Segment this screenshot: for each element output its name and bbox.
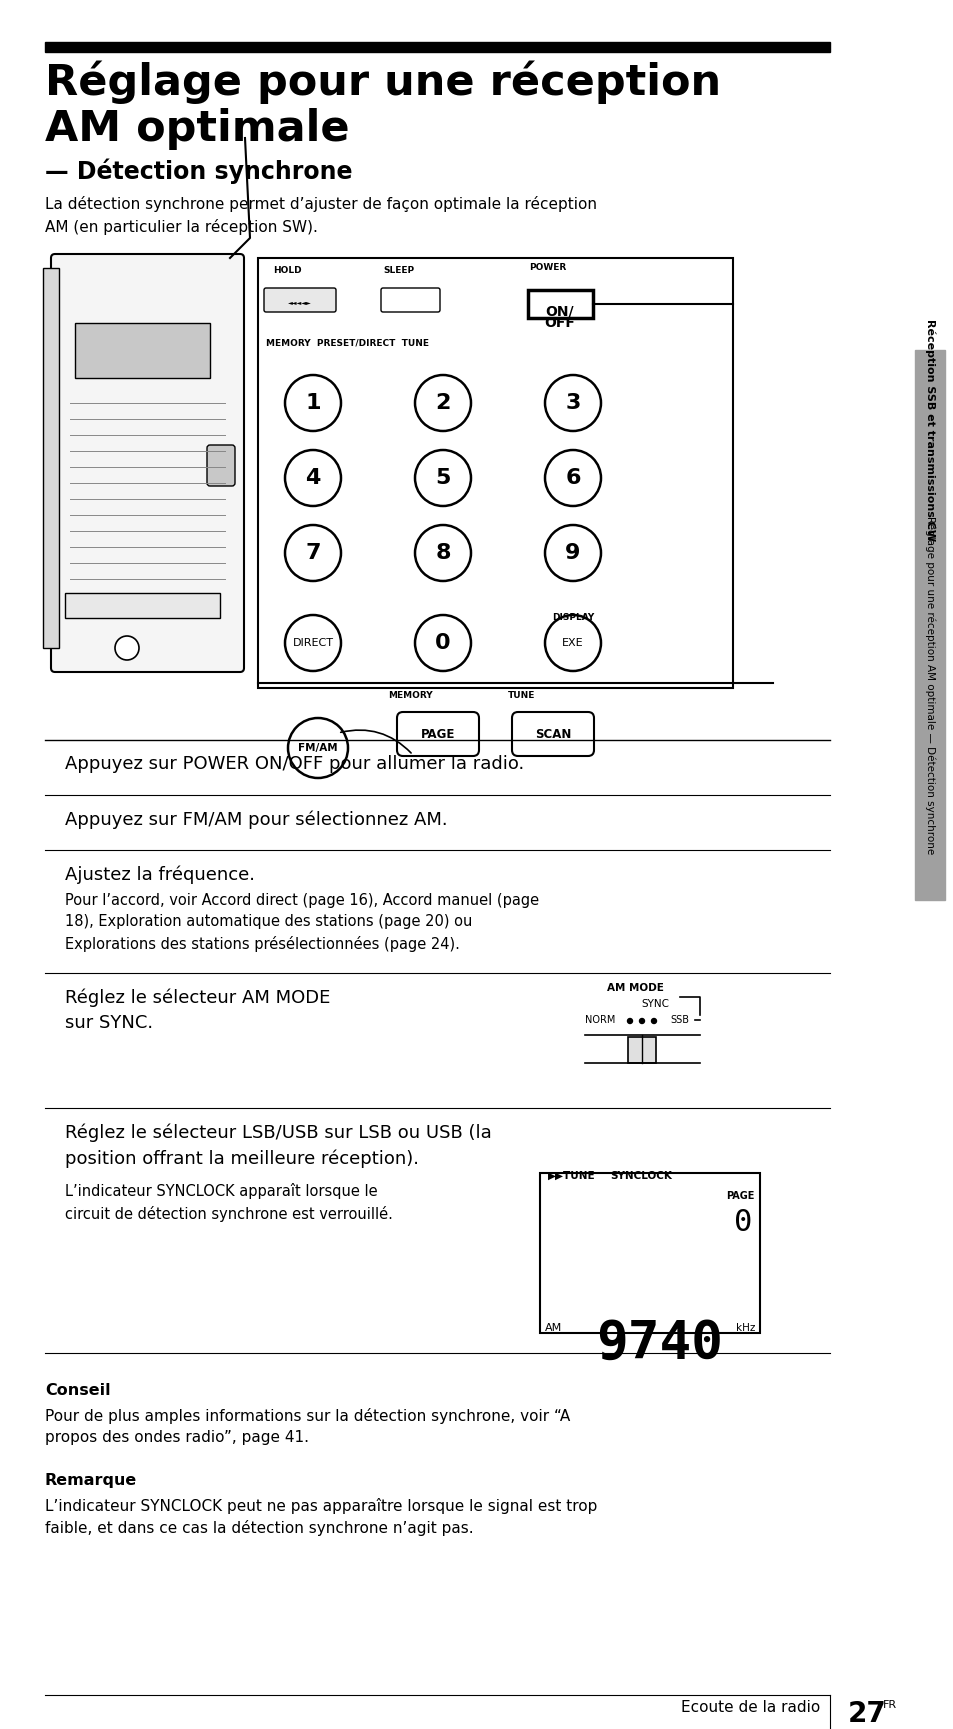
FancyBboxPatch shape [51,254,244,673]
Circle shape [639,1018,644,1024]
Text: MEMORY  PRESET/DIRECT  TUNE: MEMORY PRESET/DIRECT TUNE [266,337,429,348]
Text: HOLD: HOLD [273,266,301,275]
Text: Réglez le sélecteur AM MODE: Réglez le sélecteur AM MODE [65,987,330,1006]
Text: Conseil: Conseil [45,1383,111,1399]
Circle shape [285,616,340,671]
Circle shape [285,375,340,431]
Circle shape [415,526,471,581]
Text: 9: 9 [565,543,580,564]
FancyBboxPatch shape [264,289,335,311]
Text: — Détection synchrone: — Détection synchrone [45,157,352,183]
Text: Ajustez la fréquence.: Ajustez la fréquence. [65,864,254,884]
Text: 1: 1 [305,392,320,413]
Text: 6: 6 [565,469,580,488]
Text: SYNCLOCK: SYNCLOCK [609,1171,671,1181]
Text: EXE: EXE [561,638,583,648]
Bar [627,1037,656,1063]
FancyBboxPatch shape [380,289,439,311]
Text: La détection synchrone permet d’ajuster de façon optimale la réception
AM (en pa: La détection synchrone permet d’ajuster … [45,195,597,235]
Text: FR: FR [882,1700,896,1710]
Circle shape [544,526,600,581]
FancyBboxPatch shape [207,444,234,486]
Text: Réception SSB et transmissions CW: Réception SSB et transmissions CW [923,318,934,541]
Text: ▶▶TUNE: ▶▶TUNE [547,1171,595,1181]
Circle shape [544,375,600,431]
Circle shape [651,1018,656,1024]
Text: 27: 27 [847,1700,886,1727]
Text: TUNE: TUNE [507,692,535,700]
Text: 5: 5 [435,469,450,488]
Bar [45,41,829,52]
Text: Appuyez sur FM/AM pour sélectionnez AM.: Appuyez sur FM/AM pour sélectionnez AM. [65,809,447,828]
Text: Réglage pour une réception: Réglage pour une réception [45,61,720,104]
Circle shape [544,450,600,507]
Text: ON/: ON/ [545,304,574,318]
Text: ◄◄◄◄►: ◄◄◄◄► [288,301,312,304]
Text: Remarque: Remarque [45,1473,137,1489]
Bar [43,268,59,648]
Text: PAGE: PAGE [420,728,455,740]
Text: FM/AM: FM/AM [298,743,337,754]
Bar [527,290,593,318]
FancyBboxPatch shape [396,712,478,756]
Text: AM: AM [544,1323,561,1333]
Text: SSB: SSB [669,1015,688,1025]
Text: 2: 2 [435,392,450,413]
Text: Ecoute de la radio: Ecoute de la radio [680,1700,820,1715]
Text: 8: 8 [435,543,450,564]
Text: position offrant la meilleure réception).: position offrant la meilleure réception)… [65,1150,418,1167]
Bar [65,593,220,617]
Text: Pour l’accord, voir Accord direct (page 16), Accord manuel (page
18), Exploratio: Pour l’accord, voir Accord direct (page … [65,892,538,951]
Text: 3: 3 [565,392,580,413]
Bar [257,258,732,688]
Bar [75,323,210,379]
Circle shape [627,1018,632,1024]
Text: Appuyez sur POWER ON/OFF pour allumer la radio.: Appuyez sur POWER ON/OFF pour allumer la… [65,756,524,773]
Text: AM optimale: AM optimale [45,107,349,150]
Text: PAGE: PAGE [726,1191,754,1202]
Circle shape [415,450,471,507]
Text: 4: 4 [305,469,320,488]
Text: DIRECT: DIRECT [293,638,334,648]
Text: Réglez le sélecteur LSB/USB sur LSB ou USB (la: Réglez le sélecteur LSB/USB sur LSB ou U… [65,1124,491,1141]
Text: OFF: OFF [544,316,575,330]
Text: 0: 0 [733,1209,751,1236]
Text: Réglage pour une réception AM optimale — Détection synchrone: Réglage pour une réception AM optimale —… [923,515,934,854]
Circle shape [544,616,600,671]
Text: L’indicateur SYNCLOCK apparaît lorsque le
circuit de détection synchrone est ver: L’indicateur SYNCLOCK apparaît lorsque l… [65,1183,393,1221]
Text: 9740: 9740 [596,1317,722,1369]
Text: 7: 7 [305,543,320,564]
Circle shape [415,375,471,431]
Text: MEMORY: MEMORY [388,692,432,700]
Text: SCAN: SCAN [535,728,571,740]
Text: POWER: POWER [529,263,566,271]
Text: DISPLAY: DISPLAY [551,614,594,622]
Bar [539,1172,760,1333]
Text: AM MODE: AM MODE [606,984,662,992]
Bar [914,349,944,901]
Text: L’indicateur SYNCLOCK peut ne pas apparaître lorsque le signal est trop
faible, : L’indicateur SYNCLOCK peut ne pas appara… [45,1497,597,1537]
Text: NORM: NORM [584,1015,615,1025]
Circle shape [285,526,340,581]
Circle shape [115,636,139,660]
Circle shape [415,616,471,671]
Text: kHz: kHz [735,1323,754,1333]
Text: 0: 0 [435,633,451,654]
FancyBboxPatch shape [512,712,594,756]
Text: sur SYNC.: sur SYNC. [65,1013,153,1032]
Circle shape [285,450,340,507]
Text: SLEEP: SLEEP [382,266,414,275]
Text: Pour de plus amples informations sur la détection synchrone, voir “A
propos des : Pour de plus amples informations sur la … [45,1407,570,1445]
Circle shape [288,718,348,778]
Text: SYNC: SYNC [640,999,668,1010]
